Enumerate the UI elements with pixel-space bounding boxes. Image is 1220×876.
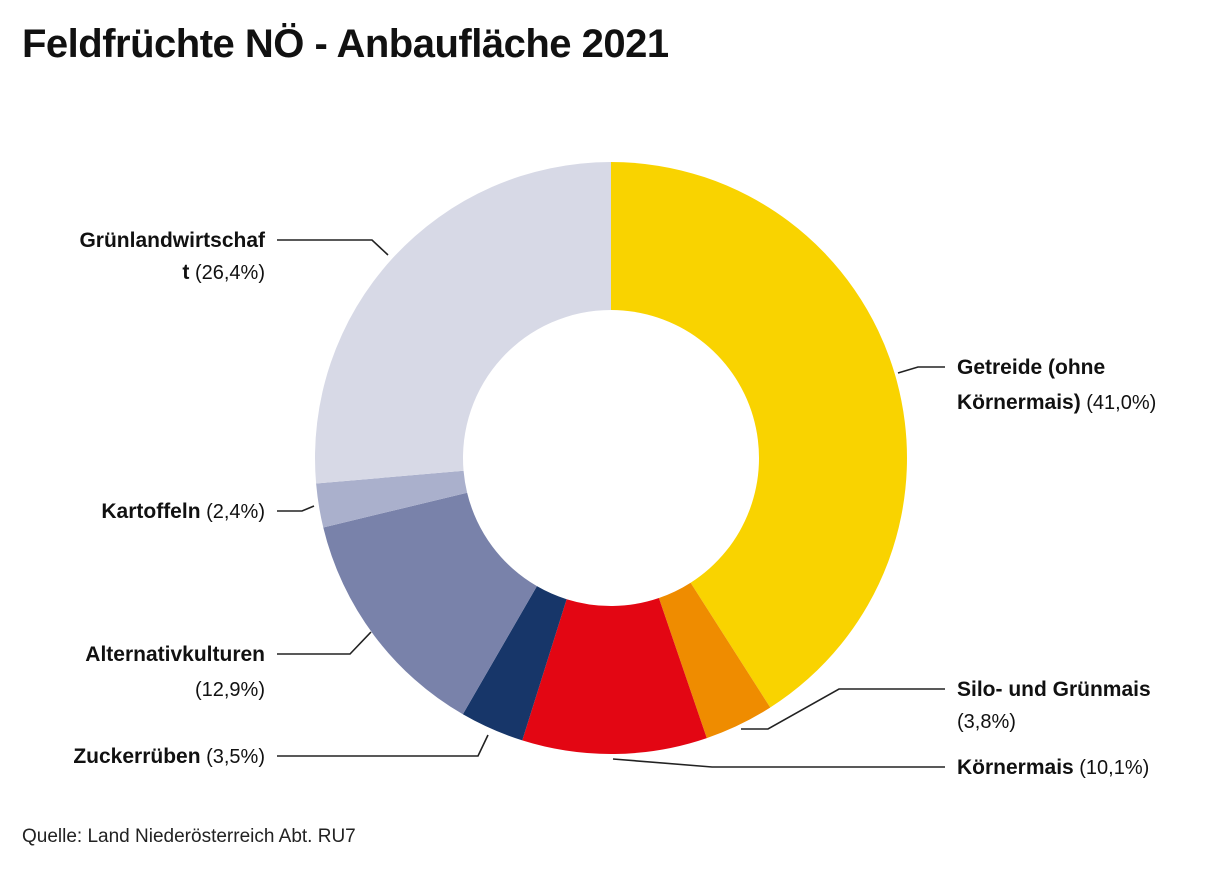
slice-koernermais — [522, 598, 707, 755]
label-value-alternativkulturen: (12,9%) — [195, 679, 265, 701]
label-name-koernermais: Körnermais (10,1%) — [957, 756, 1149, 779]
source-note: Quelle: Land Niederösterreich Abt. RU7 — [22, 826, 356, 847]
leader-line-silo-und-gruenmais — [741, 688, 945, 730]
label-value-getreide-ohne-koernermais: (41,0%) — [1081, 392, 1157, 414]
label-value-kartoffeln: (2,4%) — [201, 501, 265, 523]
label-name-zuckerrueben: Zuckerrüben (3,5%) — [73, 745, 265, 768]
donut-slices — [315, 162, 907, 755]
leader-line-zuckerrueben — [277, 734, 489, 757]
label-value-koernermais: (10,1%) — [1074, 757, 1150, 779]
leader-line-alternativkulturen — [277, 631, 372, 655]
leader-line-koernermais — [612, 758, 945, 768]
label-line2-gruenlandwirtschaft: t (26,4%) — [182, 261, 265, 284]
slice-labels: Getreide (ohne Körnermais) (41,0%) Silo- u… — [73, 229, 1156, 779]
leader-lines — [277, 239, 945, 768]
label-value-silo-und-gruenmais: (3,8%) — [957, 711, 1016, 733]
label-value-zuckerrueben: (3,5%) — [201, 746, 265, 768]
label-alternativkulturen: Alternativkulturen (12,9%) — [85, 643, 265, 701]
label-getreide-ohne-koernermais: Getreide (ohne Körnermais) (41,0%) — [957, 356, 1156, 414]
leader-line-getreide-ohne-koernermais — [897, 366, 945, 374]
slice-zuckerrueben — [462, 586, 567, 741]
label-silo-und-gruenmais: Silo- und Grünmais (3,8%) — [957, 678, 1151, 733]
label-value-gruenlandwirtschaft: (26,4%) — [189, 262, 265, 284]
label-zuckerrueben: Zuckerrüben (3,5%) — [73, 745, 265, 768]
label-name-getreide-ohne-koernermais: Getreide (ohne — [957, 356, 1105, 379]
slice-getreide-ohne-koernermais — [611, 162, 907, 708]
slice-silo-und-gruenmais — [658, 582, 771, 739]
leader-line-gruenlandwirtschaft — [277, 239, 389, 256]
label-name-silo-und-gruenmais: Silo- und Grünmais — [957, 678, 1151, 701]
chart-title: Feldfrüchte NÖ - Anbaufläche 2021 — [22, 22, 669, 66]
label-name-kartoffeln: Kartoffeln (2,4%) — [101, 500, 265, 523]
slice-alternativkulturen — [323, 492, 537, 715]
label-koernermais: Körnermais (10,1%) — [957, 756, 1149, 779]
slice-gruenlandwirtschaft — [315, 162, 611, 484]
label-name-gruenlandwirtschaft: Grünlandwirtschaf — [79, 229, 266, 252]
label-line2-getreide-ohne-koernermais: Körnermais) (41,0%) — [957, 391, 1156, 414]
label-name-alternativkulturen: Alternativkulturen — [85, 643, 265, 666]
label-gruenlandwirtschaft: Grünlandwirtschaf t (26,4%) — [79, 229, 266, 284]
label-line2-alternativkulturen: (12,9%) — [195, 679, 265, 701]
leader-line-kartoffeln — [277, 505, 315, 512]
label-kartoffeln: Kartoffeln (2,4%) — [101, 500, 265, 523]
label-line2-silo-und-gruenmais: (3,8%) — [957, 711, 1016, 733]
slice-kartoffeln — [316, 470, 468, 528]
